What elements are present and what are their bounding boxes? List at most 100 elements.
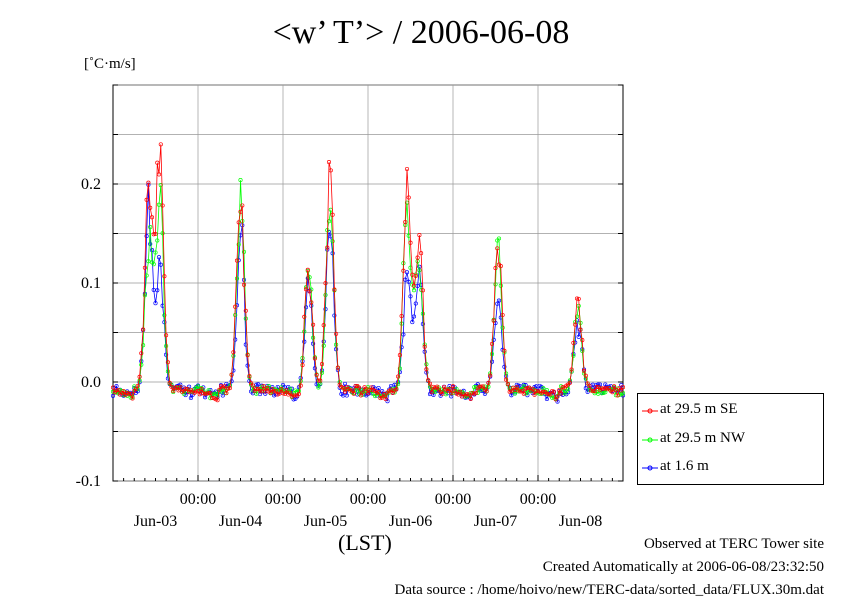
data-point xyxy=(165,369,170,374)
x-date-tick-label: Jun-04 xyxy=(219,513,263,530)
data-point xyxy=(128,391,133,396)
data-point xyxy=(610,390,615,395)
data-point xyxy=(133,386,139,391)
data-point xyxy=(458,389,463,394)
data-point xyxy=(504,377,509,382)
data-point xyxy=(411,314,417,319)
data-point xyxy=(574,296,580,301)
data-point xyxy=(139,362,144,367)
data-point xyxy=(151,232,156,237)
x-date-tick-label: Jun-03 xyxy=(134,513,178,530)
data-point xyxy=(311,335,316,340)
data-point xyxy=(450,384,456,389)
data-point xyxy=(153,250,158,255)
data-point xyxy=(489,341,495,346)
data-point xyxy=(149,215,155,220)
data-point xyxy=(369,385,374,390)
data-point xyxy=(489,352,495,357)
legend-label: at 29.5 m NW xyxy=(660,430,745,446)
data-point xyxy=(194,389,199,394)
data-point xyxy=(227,386,232,391)
data-point xyxy=(247,373,252,379)
legend-item-se: at 29.5 m SE xyxy=(638,401,823,421)
data-point xyxy=(419,251,424,256)
data-point xyxy=(155,160,160,165)
data-point xyxy=(449,391,454,396)
data-point xyxy=(307,275,312,280)
data-point xyxy=(484,389,489,394)
data-point xyxy=(507,389,512,394)
data-point xyxy=(330,212,335,217)
data-point xyxy=(153,231,158,236)
data-point xyxy=(256,382,261,387)
data-point xyxy=(240,203,245,208)
data-point xyxy=(590,388,595,394)
data-point xyxy=(151,262,156,267)
data-point xyxy=(496,236,502,241)
data-point xyxy=(426,378,431,383)
data-point xyxy=(188,395,193,401)
data-point xyxy=(502,348,507,353)
data-point xyxy=(573,322,578,327)
data-point xyxy=(420,288,425,293)
data-point xyxy=(348,388,353,393)
data-point xyxy=(146,259,151,264)
legend-label: at 29.5 m SE xyxy=(660,401,738,417)
data-point xyxy=(599,391,604,396)
data-point xyxy=(156,255,162,260)
data-point xyxy=(326,160,332,165)
data-point xyxy=(330,239,335,244)
data-point xyxy=(265,385,270,390)
y-axis-unit: [˚C·m/s] xyxy=(84,56,136,72)
data-point xyxy=(234,276,240,281)
data-point xyxy=(440,391,445,396)
data-point xyxy=(406,195,411,200)
data-point xyxy=(139,351,144,356)
data-point xyxy=(183,386,188,391)
data-point xyxy=(413,301,418,306)
data-point xyxy=(378,396,383,401)
data-point xyxy=(126,391,131,396)
data-point xyxy=(505,381,510,386)
y-tick-label: -0.1 xyxy=(76,473,101,490)
data-point xyxy=(160,203,165,208)
data-point xyxy=(527,385,532,390)
data-point xyxy=(335,365,340,370)
data-point xyxy=(302,314,307,319)
data-point xyxy=(358,393,363,398)
data-point xyxy=(569,367,574,372)
data-point xyxy=(217,387,222,392)
data-point xyxy=(261,384,266,389)
data-point xyxy=(156,172,162,177)
data-point xyxy=(146,180,151,185)
data-point xyxy=(596,382,601,387)
data-point xyxy=(486,380,491,385)
data-point xyxy=(406,279,411,284)
data-point xyxy=(376,385,381,391)
data-point xyxy=(427,381,433,386)
data-point xyxy=(553,397,558,402)
data-point xyxy=(560,385,565,390)
data-point xyxy=(592,389,597,394)
data-point xyxy=(185,386,190,392)
data-point xyxy=(309,300,314,305)
data-point xyxy=(316,385,321,390)
data-point xyxy=(401,268,406,273)
data-point xyxy=(481,384,486,389)
data-point xyxy=(380,389,385,394)
data-point xyxy=(518,389,523,394)
x-axis-label: (LST) xyxy=(338,530,392,555)
data-point xyxy=(273,389,278,394)
data-point xyxy=(307,289,312,294)
data-point xyxy=(578,327,583,332)
data-point xyxy=(496,298,502,303)
data-point xyxy=(137,374,142,379)
data-point xyxy=(158,142,163,147)
data-point xyxy=(305,267,310,272)
data-point xyxy=(280,391,286,396)
data-point xyxy=(222,384,227,389)
data-point xyxy=(364,386,369,392)
data-point xyxy=(532,392,537,397)
data-point xyxy=(555,394,560,399)
